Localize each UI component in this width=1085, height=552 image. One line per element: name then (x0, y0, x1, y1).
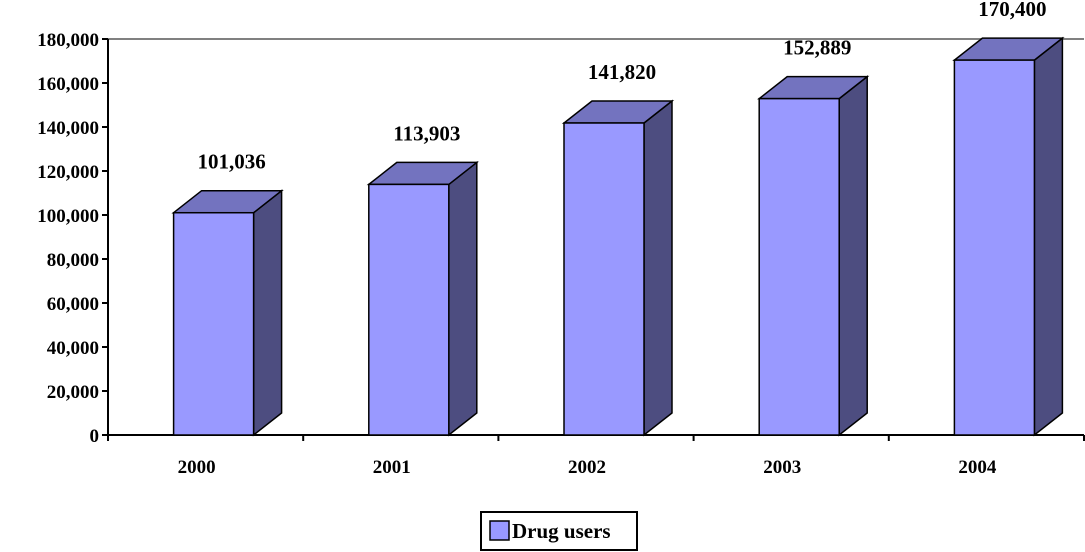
x-tick-label: 2000 (178, 457, 216, 478)
data-label: 141,820 (588, 60, 656, 84)
bar-side-face (838, 75, 868, 437)
bar (366, 160, 479, 437)
y-tick-label: 0 (90, 426, 100, 447)
data-label: 170,400 (978, 0, 1046, 21)
bar-front-face (563, 122, 645, 436)
bar-front-face (953, 59, 1036, 436)
data-label: 152,889 (783, 36, 851, 60)
bar-side-face (448, 160, 478, 437)
y-tick-label: 40,000 (47, 338, 99, 359)
data-label: 113,903 (393, 121, 460, 145)
x-tick-label: 2002 (568, 457, 606, 478)
bar (757, 75, 870, 437)
x-tick-label: 2003 (763, 457, 801, 478)
y-tick-label: 180,000 (37, 30, 99, 51)
bar-side-face (643, 99, 673, 437)
bar-front-face (368, 183, 450, 436)
y-tick-label: 100,000 (37, 206, 99, 227)
bar (561, 99, 675, 437)
x-tick-label: 2004 (958, 457, 997, 478)
chart-bars (171, 36, 1065, 437)
bar-side-face (252, 189, 283, 437)
chart-legend: Drug users (480, 511, 638, 551)
y-tick-label: 120,000 (37, 162, 99, 183)
legend-swatch (489, 520, 510, 541)
y-tick-label: 80,000 (47, 250, 99, 271)
data-label: 101,036 (197, 150, 265, 174)
y-tick-label: 140,000 (37, 118, 99, 139)
bar-side-face (1033, 36, 1064, 437)
legend-box: Drug users (480, 511, 638, 551)
bar (171, 189, 284, 437)
bar-front-face (172, 211, 255, 436)
chart-labels: 0 20,000 40,000 60,000 80,000 100,000 120,000 1… (37, 0, 1046, 478)
bar (952, 36, 1065, 437)
x-tick-label: 2001 (373, 457, 411, 478)
legend-label: Drug users (512, 519, 611, 543)
y-tick-label: 60,000 (47, 294, 99, 315)
y-tick-label: 20,000 (47, 382, 99, 403)
bar-front-face (758, 97, 840, 436)
y-tick-label: 160,000 (37, 74, 99, 95)
